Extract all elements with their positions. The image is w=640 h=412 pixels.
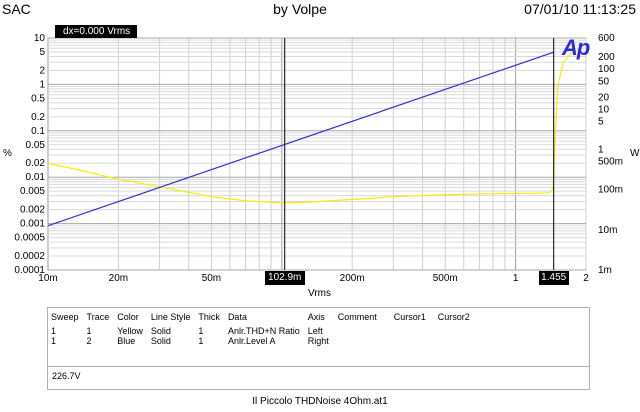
- legend-cell: 2: [86, 336, 92, 346]
- cursor1-value-label[interactable]: 102.9m: [264, 271, 305, 285]
- legend-col-cursor1: Cursor1: [393, 312, 426, 322]
- legend-col-cursor2: Cursor2: [437, 312, 470, 322]
- right-tick-label: 1: [598, 145, 604, 156]
- x-tick-label: 200m: [340, 273, 365, 284]
- ap-logo: Ap: [562, 35, 590, 60]
- left-tick-label: 0.002: [20, 205, 45, 216]
- x-tick-label: 20m: [109, 273, 128, 284]
- legend-cell: 1: [198, 336, 204, 346]
- left-tick-label: 0.05: [26, 140, 46, 151]
- legend-cell: [394, 326, 438, 336]
- legend-cell: Yellow: [117, 326, 143, 336]
- right-tick-label: 10m: [598, 225, 617, 236]
- cursor2-value-label[interactable]: 1.455: [538, 271, 569, 285]
- legend-col-data: Data: [227, 312, 247, 322]
- legend-cell: Blue: [117, 336, 136, 346]
- left-tick-label: 2: [39, 65, 45, 76]
- right-tick-label: 600: [598, 33, 615, 44]
- legend-cell: Anlr.Level A: [227, 336, 276, 346]
- legend-cell: Right: [307, 336, 329, 346]
- right-tick-label: 50: [598, 76, 610, 87]
- left-tick-label: 0.02: [26, 158, 46, 169]
- legend-cell: [338, 326, 394, 336]
- legend-row: 1 2 Blue Solid 1 Anlr.Level A Right: [51, 336, 478, 346]
- legend-cell: Solid: [150, 336, 171, 346]
- x-tick-label: 50m: [202, 273, 221, 284]
- right-tick-label: 200: [598, 52, 615, 63]
- legend-cell: 1: [86, 326, 92, 336]
- left-tick-label: 1: [39, 79, 45, 90]
- right-tick-label: 10: [598, 104, 610, 115]
- legend-cell: Solid: [150, 326, 171, 336]
- right-tick-label: 1m: [598, 265, 612, 276]
- thd-n-trace: [48, 47, 582, 204]
- left-tick-label: 0.1: [31, 126, 45, 137]
- left-tick-label: 0.0001: [14, 265, 45, 276]
- right-tick-label: 500m: [598, 157, 623, 168]
- legend-col-color: Color: [117, 312, 139, 322]
- legend-table: Sweep Trace Color Line Style Thick Data …: [47, 307, 590, 367]
- x-tick-label: 2: [583, 273, 589, 284]
- left-tick-label: 0.01: [26, 172, 46, 183]
- level-trace: [48, 51, 554, 227]
- legend-cell: 1: [51, 336, 57, 346]
- left-tick-label: 5: [39, 47, 45, 58]
- header-center: by Volpe: [273, 1, 327, 17]
- header-left: SAC: [2, 1, 31, 17]
- legend-col-sweep: Sweep: [51, 312, 79, 322]
- left-tick-label: 10: [34, 33, 46, 44]
- x-axis-label: Vrms: [308, 288, 331, 299]
- right-tick-label: 100m: [598, 185, 623, 196]
- legend-header-row: Sweep Trace Color Line Style Thick Data …: [51, 312, 478, 326]
- legend-col-axis: Axis: [307, 312, 325, 322]
- legend-cell: Left: [307, 326, 323, 336]
- legend-cell: [438, 326, 478, 336]
- legend-col-trace: Trace: [86, 312, 110, 322]
- right-tick-label: 100: [598, 64, 615, 75]
- legend-col-thick: Thick: [198, 312, 220, 322]
- footnote-text: 226.7V: [47, 366, 590, 390]
- chart-plot[interactable]: 10m 20m 50m 200m 500m 1 2105210.50.20.10.050.0…: [0, 0, 640, 300]
- plot-frame: [47, 37, 587, 271]
- right-tick-label: 5: [598, 116, 604, 127]
- right-axis-label: W: [630, 148, 640, 159]
- legend-cell: 1: [198, 326, 204, 336]
- left-tick-label: 0.2: [31, 112, 45, 123]
- cursor-readout: dx=0.000 Vrms: [55, 25, 137, 38]
- x-tick-label: 10m: [38, 273, 57, 284]
- legend-col-comment: Comment: [337, 312, 377, 322]
- x-tick-label: 1: [513, 273, 519, 284]
- legend-cell: 1: [51, 326, 57, 336]
- header-datetime: 07/01/10 11:13:25: [524, 1, 636, 17]
- legend-cell: Anlr.THD+N Ratio: [227, 326, 300, 336]
- left-tick-label: 0.001: [20, 219, 45, 230]
- left-tick-label: 0.005: [20, 186, 45, 197]
- legend-cell: [438, 336, 478, 346]
- left-tick-label: 0.5: [31, 93, 45, 104]
- legend-cell: [394, 336, 438, 346]
- left-tick-label: 0.0005: [14, 233, 45, 244]
- legend-cell: [338, 336, 394, 346]
- right-tick-label: 20: [598, 92, 610, 103]
- left-tick-label: 0.0002: [14, 251, 45, 262]
- x-tick-label: 500m: [433, 273, 458, 284]
- left-axis-label: %: [3, 148, 12, 159]
- file-name: Il Piccolo THDNoise 4Ohm.at1: [252, 396, 388, 407]
- legend-col-line-style: Line Style: [150, 312, 191, 322]
- legend-row: 1 1 Yellow Solid 1 Anlr.THD+N Ratio Left: [51, 326, 478, 336]
